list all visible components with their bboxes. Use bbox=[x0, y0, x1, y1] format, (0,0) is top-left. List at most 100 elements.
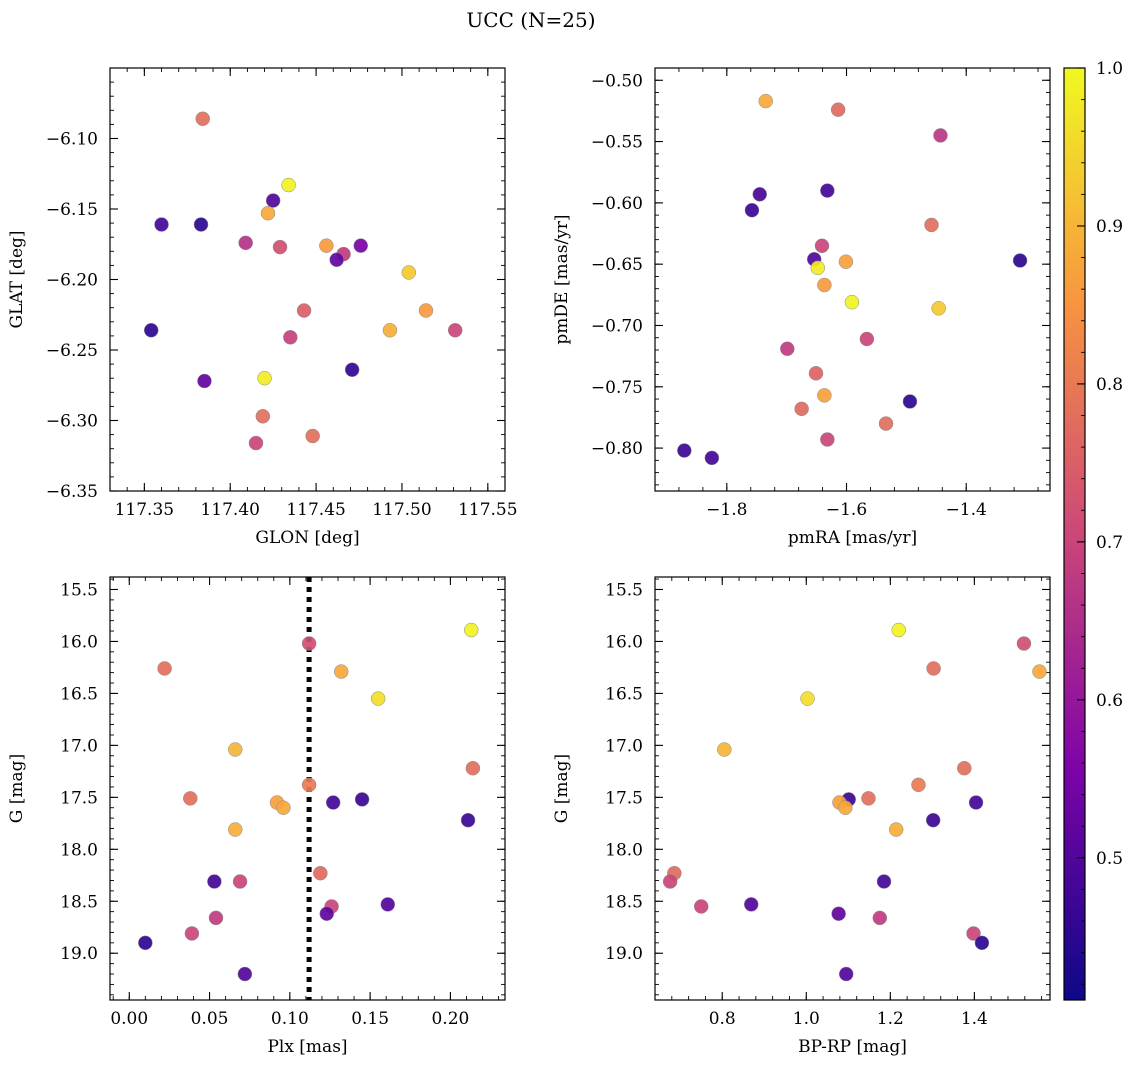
scatter-point bbox=[237, 966, 253, 982]
scatter-point bbox=[838, 800, 853, 815]
y-axis-label: pmDE [mas/yr] bbox=[552, 214, 572, 344]
y-axis-label: G [mag] bbox=[552, 754, 572, 823]
scatter-point bbox=[281, 177, 296, 193]
scatter-point bbox=[344, 362, 360, 377]
scatter-point bbox=[717, 742, 732, 757]
y-tick-label: 15.5 bbox=[60, 580, 98, 600]
x-tick-label: −1.4 bbox=[946, 500, 987, 520]
scatter-point bbox=[401, 265, 417, 280]
panel-glon-glat: 117.35 117.40 117.45 117.50 117.55 −6.10 −6.15… bbox=[7, 67, 518, 548]
scatter-point bbox=[157, 661, 172, 676]
y-tick-label: 15.5 bbox=[605, 580, 643, 600]
y-tick-label: −0.55 bbox=[591, 133, 643, 153]
y-tick-label: 17.5 bbox=[605, 788, 643, 808]
scatter-point bbox=[872, 910, 888, 926]
scatter-point bbox=[195, 111, 210, 127]
y-tick-label: −0.70 bbox=[591, 316, 643, 336]
scatter-point bbox=[313, 865, 328, 881]
scatter-point bbox=[382, 323, 398, 338]
colorbar-tick-label: 0.8 bbox=[1096, 375, 1123, 395]
scatter-point bbox=[193, 217, 209, 232]
colorbar-tick-label: 0.5 bbox=[1096, 849, 1123, 869]
y-tick-label: −0.65 bbox=[591, 255, 643, 275]
scatter-point bbox=[820, 432, 835, 447]
y-tick-label: −0.75 bbox=[591, 378, 643, 398]
y-tick-label: −6.35 bbox=[46, 482, 98, 502]
scatter-point bbox=[319, 906, 335, 921]
y-tick-label: −0.60 bbox=[591, 194, 643, 214]
scatter-point bbox=[744, 202, 760, 218]
y-tick-label: 17.0 bbox=[605, 736, 643, 756]
scatter-point bbox=[301, 777, 317, 793]
y-tick-label: 19.0 bbox=[605, 944, 643, 964]
scatter-point bbox=[931, 301, 946, 316]
x-tick-label: 0.10 bbox=[271, 1009, 309, 1029]
panel-plx-g: 0.00 0.05 0.10 0.15 0.20 15.5 16.0 16.5 17.0 17.5… bbox=[7, 576, 506, 1057]
scatter-point bbox=[693, 899, 709, 914]
y-tick-label: −6.25 bbox=[46, 341, 98, 361]
colorbar-tick-label: 1.0 bbox=[1096, 59, 1123, 79]
scatter-point bbox=[878, 416, 894, 431]
y-tick-label: −0.50 bbox=[591, 71, 643, 91]
scatter-point bbox=[333, 664, 349, 679]
y-tick-label: 17.0 bbox=[60, 736, 98, 756]
scatter-point bbox=[248, 435, 264, 451]
scatter-point bbox=[197, 373, 212, 389]
colorbar-gradient bbox=[1063, 67, 1086, 1001]
scatter-point bbox=[260, 205, 276, 221]
scatter-point bbox=[861, 791, 876, 806]
scatter-point bbox=[464, 622, 479, 638]
scatter-point bbox=[925, 812, 941, 828]
axes-frame bbox=[109, 67, 506, 492]
y-tick-label: 16.5 bbox=[60, 684, 98, 704]
scatter-point bbox=[662, 874, 678, 889]
x-axis-label: pmRA [mas/yr] bbox=[788, 528, 917, 548]
scatter-point bbox=[370, 691, 386, 706]
y-tick-label: 18.0 bbox=[60, 840, 98, 860]
x-tick-label: 1.0 bbox=[793, 1009, 820, 1029]
scatter-point bbox=[154, 217, 169, 232]
scatter-point bbox=[232, 874, 248, 889]
scatter-point bbox=[283, 330, 298, 345]
scatter-point bbox=[1012, 253, 1028, 268]
scatter-point bbox=[859, 331, 875, 347]
scatter-point bbox=[911, 777, 926, 793]
y-tick-label: 17.5 bbox=[60, 788, 98, 808]
x-tick-label: −1.6 bbox=[826, 500, 867, 520]
axes-frame bbox=[654, 67, 1051, 492]
scatter-point bbox=[227, 822, 243, 837]
scatter-point bbox=[974, 935, 990, 951]
scatter-point bbox=[957, 760, 972, 776]
scatter-point bbox=[820, 183, 835, 198]
scatter-point bbox=[817, 388, 832, 403]
scatter-point bbox=[272, 239, 288, 255]
scatter-point bbox=[808, 366, 824, 381]
scatter-point bbox=[968, 795, 984, 810]
scatter-point bbox=[924, 217, 939, 233]
scatter-point bbox=[460, 812, 476, 828]
x-tick-label: 1.2 bbox=[877, 1009, 904, 1029]
scatter-point bbox=[1016, 636, 1032, 651]
scatter-point bbox=[257, 370, 272, 386]
scatter-point bbox=[926, 661, 941, 676]
x-tick-label: 117.45 bbox=[286, 500, 345, 520]
x-axis-label: GLON [deg] bbox=[255, 528, 359, 548]
x-tick-label: 0.05 bbox=[191, 1009, 229, 1029]
scatter-point bbox=[447, 323, 463, 338]
colorbar-tick-label: 0.6 bbox=[1096, 691, 1123, 711]
scatter-point bbox=[143, 323, 159, 338]
scatter-point bbox=[831, 906, 846, 921]
scatter-point bbox=[800, 691, 815, 706]
y-tick-label: 16.5 bbox=[605, 684, 643, 704]
scatter-point bbox=[830, 102, 846, 117]
scatter-point bbox=[380, 897, 396, 912]
scatter-point bbox=[329, 252, 344, 268]
scatter-point bbox=[888, 822, 904, 837]
y-tick-label: 18.5 bbox=[60, 892, 98, 912]
scatter-point bbox=[876, 874, 892, 889]
scatter-point bbox=[305, 428, 320, 444]
y-tick-label: 18.5 bbox=[605, 892, 643, 912]
panel-pmra-pmde: −1.8 −1.6 −1.4 −0.50 −0.55 −0.60 −0.65 −0.70 −0.… bbox=[552, 67, 1051, 548]
scatter-point bbox=[138, 935, 153, 951]
